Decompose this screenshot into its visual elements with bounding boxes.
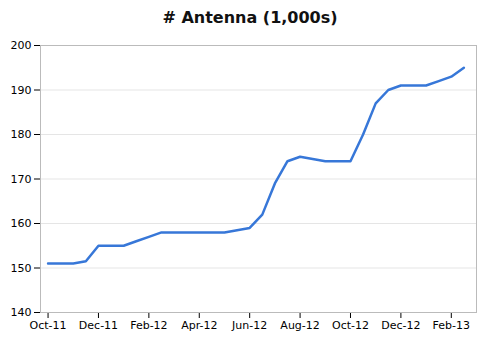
svg-text:190: 190 xyxy=(11,84,32,97)
svg-text:150: 150 xyxy=(11,262,32,275)
svg-text:Feb-13: Feb-13 xyxy=(433,319,470,332)
svg-text:Aug-12: Aug-12 xyxy=(280,319,319,332)
svg-text:Apr-12: Apr-12 xyxy=(181,319,217,332)
svg-text:160: 160 xyxy=(11,217,32,230)
html-text:# Antenna (1,000s): # Antenna (1,000s) xyxy=(162,8,338,27)
svg-text:Oct-12: Oct-12 xyxy=(332,319,369,332)
svg-text:Feb-12: Feb-12 xyxy=(130,319,167,332)
svg-text:170: 170 xyxy=(11,173,32,186)
svg-text:180: 180 xyxy=(11,128,32,141)
svg-text:Jun-12: Jun-12 xyxy=(231,319,267,332)
svg-text:200: 200 xyxy=(11,39,32,52)
svg-text:140: 140 xyxy=(11,306,32,319)
svg-text:Dec-12: Dec-12 xyxy=(381,319,420,332)
svg-text:Oct-11: Oct-11 xyxy=(30,319,67,332)
svg-text:Dec-11: Dec-11 xyxy=(79,319,118,332)
